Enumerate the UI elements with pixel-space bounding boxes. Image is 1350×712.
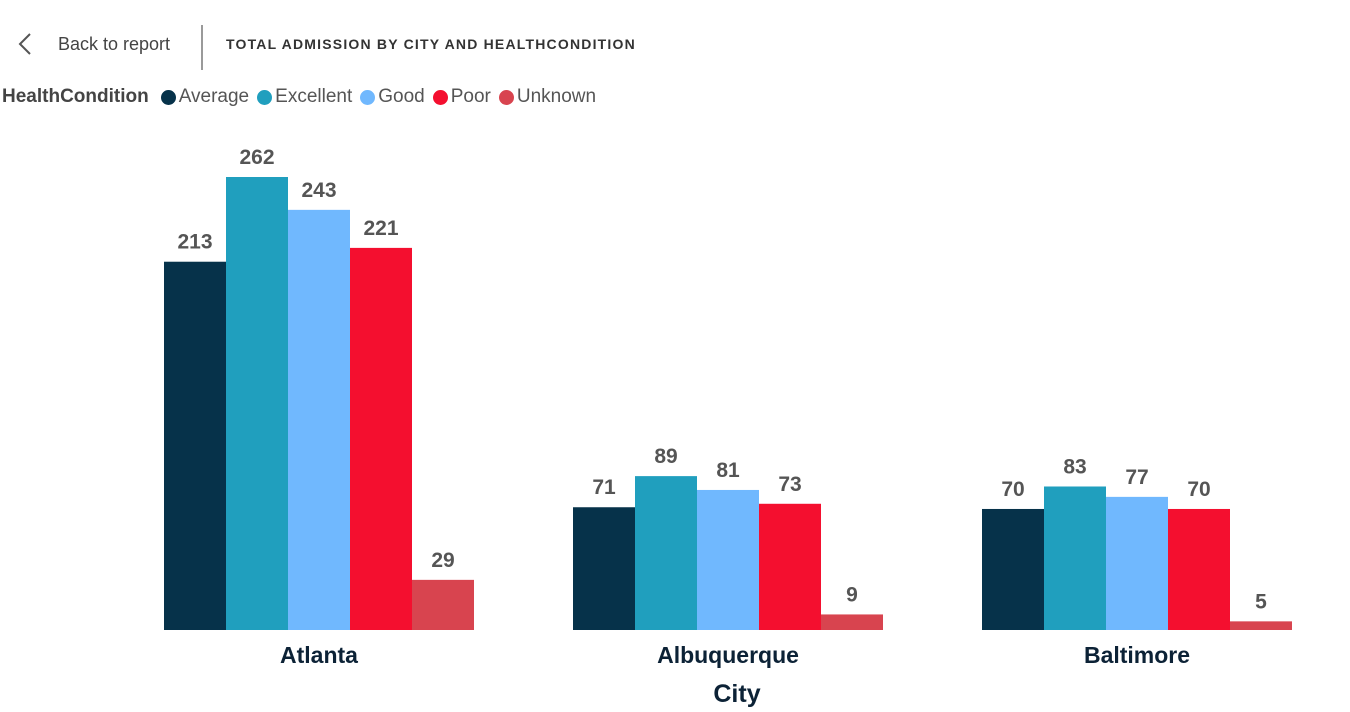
legend-title: HealthCondition — [2, 86, 149, 107]
data-label: 89 — [654, 445, 677, 468]
bar-good-albuquerque[interactable] — [697, 489, 759, 630]
bar-unknown-atlanta[interactable] — [412, 579, 474, 630]
data-label: 81 — [716, 459, 740, 482]
legend-label: Good — [378, 86, 425, 107]
legend-label: Average — [178, 86, 250, 107]
x-axis-title: City — [713, 680, 760, 708]
legend-label: Excellent — [275, 86, 353, 107]
data-label: 221 — [363, 217, 398, 240]
bar-unknown-albuquerque[interactable] — [821, 614, 883, 630]
data-label: 77 — [1125, 466, 1148, 489]
x-tick-label: Albuquerque — [657, 642, 799, 668]
data-label: 213 — [177, 231, 212, 254]
legend-item-good[interactable]: Good — [360, 86, 425, 108]
bar-excellent-albuquerque[interactable] — [635, 476, 697, 630]
legend-label: Poor — [450, 86, 491, 107]
bar-average-baltimore[interactable] — [982, 508, 1044, 630]
bar-excellent-atlanta[interactable] — [226, 177, 288, 630]
data-label: 83 — [1063, 455, 1086, 478]
chart-legend: HealthCondition Average Excellent Good P… — [2, 86, 604, 108]
data-label: 262 — [239, 146, 274, 169]
data-label: 70 — [1187, 478, 1210, 501]
bar-good-atlanta[interactable] — [288, 209, 350, 631]
bar-average-atlanta[interactable] — [164, 261, 226, 630]
legend-item-unknown[interactable]: Unknown — [498, 86, 597, 108]
bar-unknown-baltimore[interactable] — [1230, 621, 1292, 630]
legend-item-average[interactable]: Average — [160, 86, 250, 108]
legend-item-excellent[interactable]: Excellent — [257, 86, 352, 108]
bar-good-baltimore[interactable] — [1106, 496, 1168, 630]
legend-dot-icon — [257, 89, 273, 105]
data-label: 71 — [592, 476, 616, 499]
bar-poor-atlanta[interactable] — [350, 247, 412, 630]
legend-dot-icon — [160, 89, 176, 105]
legend-label: Unknown — [516, 86, 597, 107]
x-tick-label: Atlanta — [280, 642, 358, 668]
bar-average-albuquerque[interactable] — [573, 507, 635, 630]
back-to-report-label: Back to report — [58, 33, 171, 54]
data-label: 29 — [431, 549, 454, 572]
data-label: 70 — [1001, 478, 1024, 501]
legend-item-poor[interactable]: Poor — [432, 86, 491, 108]
legend-dot-icon — [360, 89, 376, 105]
legend-dot-icon — [498, 89, 514, 105]
x-tick-label: Baltimore — [1084, 642, 1190, 668]
data-label: 73 — [778, 473, 801, 496]
bar-excellent-baltimore[interactable] — [1044, 486, 1106, 630]
header-divider — [201, 25, 203, 70]
legend-dot-icon — [432, 89, 448, 105]
data-label: 243 — [301, 179, 336, 202]
bar-poor-baltimore[interactable] — [1168, 508, 1230, 630]
data-label: 5 — [1255, 590, 1267, 613]
back-to-report-button[interactable]: Back to report — [14, 28, 170, 60]
bar-poor-albuquerque[interactable] — [759, 503, 821, 630]
chevron-left-icon — [18, 33, 31, 55]
data-label: 9 — [846, 583, 858, 606]
chart-title: TOTAL ADMISSION BY CITY AND HEALTHCONDIT… — [226, 36, 636, 52]
